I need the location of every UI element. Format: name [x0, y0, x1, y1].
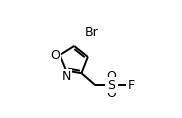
Text: O: O — [50, 48, 60, 62]
Text: O: O — [106, 70, 116, 84]
Text: F: F — [128, 79, 135, 92]
Text: N: N — [61, 70, 71, 84]
Text: O: O — [106, 87, 116, 100]
Text: Br: Br — [85, 26, 99, 39]
Text: S: S — [107, 79, 115, 92]
